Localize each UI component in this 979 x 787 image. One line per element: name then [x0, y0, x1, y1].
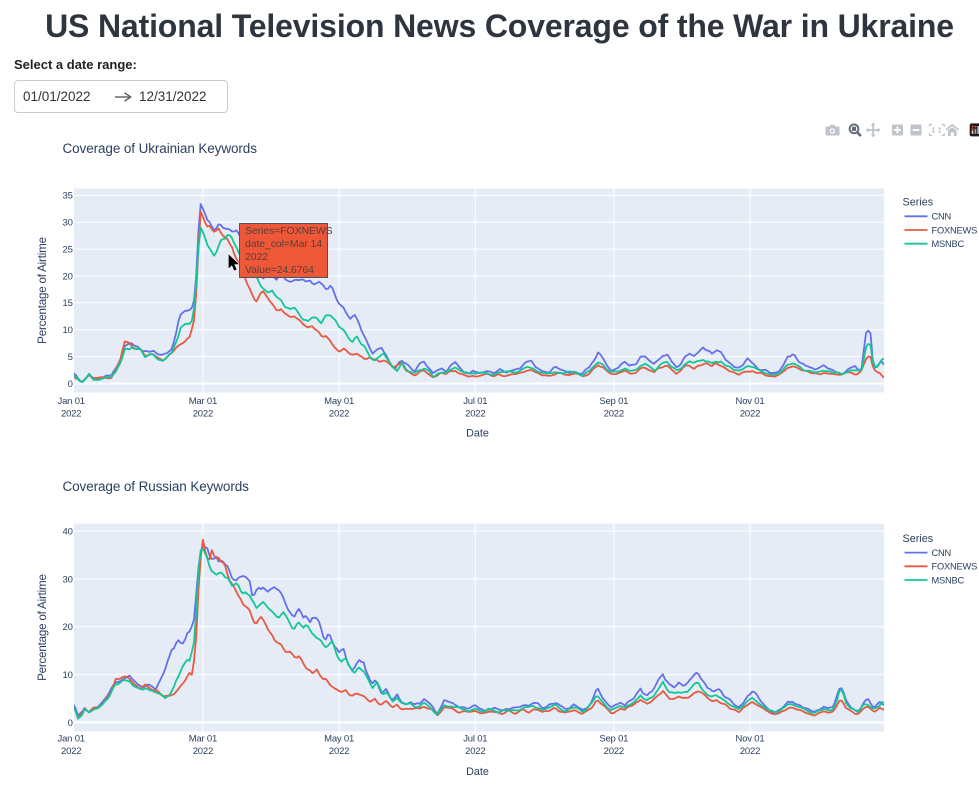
svg-text:40: 40 [63, 526, 73, 537]
svg-text:CNN: CNN [932, 548, 952, 558]
svg-text:15: 15 [63, 298, 73, 309]
svg-text:MSNBC: MSNBC [932, 239, 965, 249]
svg-text:Mar 01: Mar 01 [189, 396, 217, 407]
svg-text:10: 10 [63, 325, 73, 336]
svg-text:20: 20 [63, 271, 73, 282]
svg-text:2022: 2022 [193, 746, 213, 757]
svg-text:MSNBC: MSNBC [932, 575, 965, 585]
svg-text:Percentage of Airtime: Percentage of Airtime [36, 574, 49, 681]
svg-text:Nov 01: Nov 01 [736, 734, 765, 745]
svg-text:25: 25 [63, 245, 73, 256]
svg-text:0: 0 [68, 718, 73, 729]
svg-text:Coverage of Ukrainian Keywords: Coverage of Ukrainian Keywords [63, 141, 258, 156]
svg-text:2022: 2022 [61, 408, 81, 419]
svg-text:May 01: May 01 [324, 734, 354, 745]
svg-text:10: 10 [63, 670, 73, 681]
svg-text:2022: 2022 [604, 746, 624, 757]
svg-text:2022: 2022 [604, 408, 624, 419]
svg-text:2022: 2022 [329, 408, 349, 419]
svg-text:CNN: CNN [932, 212, 952, 222]
svg-text:20: 20 [63, 622, 73, 633]
svg-text:FOXNEWS: FOXNEWS [932, 562, 978, 572]
svg-text:Date: Date [466, 428, 489, 440]
svg-text:Mar 01: Mar 01 [189, 734, 217, 745]
svg-text:2022: 2022 [740, 746, 760, 757]
svg-text:2022: 2022 [465, 408, 485, 419]
svg-text:2022: 2022 [465, 746, 485, 757]
svg-text:35: 35 [63, 191, 73, 202]
svg-text:Jul 01: Jul 01 [463, 734, 487, 745]
svg-text:Sep 01: Sep 01 [599, 734, 628, 745]
svg-text:FOXNEWS: FOXNEWS [932, 225, 978, 235]
svg-text:30: 30 [63, 574, 73, 585]
svg-text:Percentage of Airtime: Percentage of Airtime [36, 237, 49, 344]
svg-text:May 01: May 01 [324, 396, 354, 407]
svg-text:Nov 01: Nov 01 [736, 396, 765, 407]
svg-text:Series: Series [903, 197, 934, 209]
svg-text:2022: 2022 [61, 746, 81, 757]
svg-text:Jul 01: Jul 01 [463, 396, 487, 407]
svg-text:Date: Date [466, 766, 489, 778]
svg-text:Sep 01: Sep 01 [599, 396, 628, 407]
svg-text:Jan 01: Jan 01 [58, 734, 85, 745]
svg-text:Coverage of Russian Keywords: Coverage of Russian Keywords [63, 479, 250, 494]
svg-text:5: 5 [68, 352, 73, 363]
svg-text:2022: 2022 [193, 408, 213, 419]
svg-text:Series: Series [903, 533, 934, 545]
svg-text:0: 0 [68, 379, 73, 390]
svg-text:Jan 01: Jan 01 [58, 396, 85, 407]
svg-text:2022: 2022 [329, 746, 349, 757]
svg-text:30: 30 [63, 218, 73, 229]
svg-text:2022: 2022 [740, 408, 760, 419]
